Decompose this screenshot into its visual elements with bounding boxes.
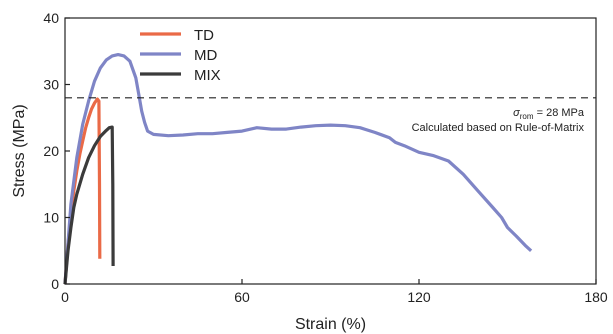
reference-line-note: Calculated based on Rule-of-Matrix bbox=[412, 122, 585, 134]
x-tick-label: 60 bbox=[234, 289, 250, 305]
y-tick-label: 10 bbox=[43, 210, 59, 226]
x-tick-label: 120 bbox=[407, 289, 431, 305]
legend-label-md: MD bbox=[194, 47, 217, 64]
x-tick-label: 180 bbox=[584, 289, 608, 305]
plot-frame bbox=[64, 17, 597, 285]
x-tick-label: 0 bbox=[61, 289, 69, 305]
series-layer bbox=[63, 53, 533, 285]
sigma-symbol: σ bbox=[513, 107, 520, 119]
legend-label-td: TD bbox=[194, 27, 214, 44]
y-axis-title: Stress (MPa) bbox=[11, 104, 28, 197]
series-line-md bbox=[63, 53, 533, 285]
y-tick-label: 40 bbox=[43, 10, 59, 26]
legend: TD MD MIX bbox=[140, 27, 221, 84]
y-tick-label: 30 bbox=[43, 77, 59, 93]
legend-label-mix: MIX bbox=[194, 67, 221, 84]
y-tick-label: 0 bbox=[51, 276, 59, 292]
sigma-subscript: rom bbox=[520, 112, 534, 121]
reference-line-label: σrom = 28 MPa bbox=[513, 107, 585, 121]
y-tick-label: 20 bbox=[43, 143, 59, 159]
reference-value: = 28 MPa bbox=[534, 107, 585, 119]
x-axis-ticks: 0 60 120 180 bbox=[61, 279, 608, 305]
y-axis-ticks: 0 10 20 30 40 bbox=[43, 10, 70, 292]
x-axis-title: Strain (%) bbox=[295, 316, 366, 333]
series-line-mix bbox=[63, 125, 115, 285]
